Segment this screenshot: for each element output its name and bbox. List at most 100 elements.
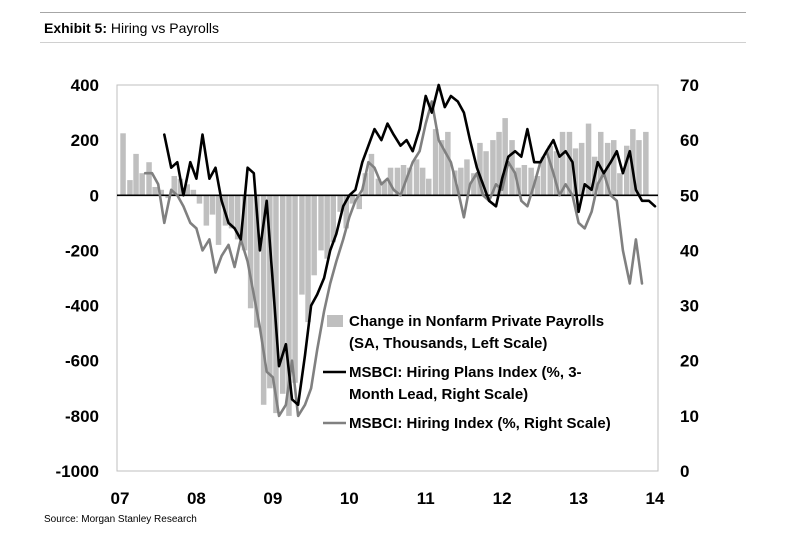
payroll-bar <box>387 167 394 196</box>
payroll-bar <box>471 173 477 196</box>
legend-payrolls: Change in Nonfarm Private Payrolls (SA, T… <box>327 313 604 352</box>
payroll-bar <box>234 195 241 240</box>
payroll-bar <box>228 195 235 229</box>
payroll-bar <box>559 131 566 196</box>
exhibit-label: Exhibit 5: <box>44 20 108 36</box>
payroll-bar <box>521 165 528 196</box>
payroll-bar <box>133 153 139 196</box>
x-axis-tick-label: 07 <box>111 489 130 508</box>
payroll-bar <box>203 195 210 226</box>
payroll-bar <box>419 167 426 196</box>
sub-rule <box>40 42 746 43</box>
legend-label: MSBCI: Hiring Plans Index (%, 3- <box>349 364 582 381</box>
right-axis-tick-label: 70 <box>680 76 699 95</box>
payroll-bar <box>578 142 585 196</box>
right-axis-tick-label: 50 <box>680 186 699 205</box>
payroll-bar <box>158 189 164 196</box>
payroll-bar <box>611 140 617 196</box>
legend-hiring-index: MSBCI: Hiring Index (%, Right Scale) <box>323 415 611 432</box>
x-axis-tick-label: 14 <box>646 489 665 508</box>
payroll-bar <box>215 195 222 245</box>
payroll-bar <box>598 131 604 196</box>
x-axis-tick-label: 12 <box>493 489 512 508</box>
payroll-bar <box>337 195 343 212</box>
left-axis-tick-label: 0 <box>90 186 99 205</box>
payroll-bar <box>120 133 126 196</box>
exhibit-title-text: Hiring vs Payrolls <box>110 20 220 36</box>
payroll-bar <box>490 140 496 196</box>
payroll-bar <box>305 195 311 323</box>
legend: Change in Nonfarm Private Payrolls (SA, T… <box>323 313 611 432</box>
payroll-bar <box>152 187 158 196</box>
payroll-bar <box>311 195 317 276</box>
payroll-bar <box>381 181 388 196</box>
payroll-bar <box>528 167 534 196</box>
hiring-index-line <box>143 100 644 418</box>
payroll-bar <box>406 167 413 196</box>
legend-label: Month Lead, Right Scale) <box>349 386 528 403</box>
payroll-bar <box>617 173 623 196</box>
right-axis-tick-label: 10 <box>680 407 699 426</box>
x-axis-tick-label: 11 <box>417 489 435 508</box>
payroll-bar <box>280 195 286 394</box>
payroll-bar <box>127 180 133 196</box>
payroll-bar <box>547 145 553 196</box>
left-axis-tick-label: -800 <box>65 407 99 426</box>
payroll-bar <box>146 162 152 196</box>
payroll-bar <box>458 167 464 196</box>
payroll-bar <box>356 195 362 210</box>
x-axis: 07 08 09 10 11 12 13 14 <box>111 489 665 508</box>
payroll-bar <box>534 176 541 196</box>
payroll-bar <box>426 178 432 196</box>
payroll-bar <box>247 195 254 309</box>
payroll-bar <box>177 178 184 196</box>
payroll-bar <box>445 131 451 196</box>
payroll-bar <box>368 153 375 196</box>
hiring-plans-line <box>163 83 657 407</box>
right-axis-tick-label: 0 <box>680 462 689 481</box>
series-lines <box>143 83 657 418</box>
payroll-bar <box>273 195 279 414</box>
payroll-bar <box>624 145 630 196</box>
payroll-bar <box>566 131 573 196</box>
left-axis-tick-label: 400 <box>71 76 99 95</box>
payroll-bar <box>585 123 592 196</box>
source-note: Source: Morgan Stanley Research <box>44 514 197 525</box>
payroll-bar <box>190 189 197 196</box>
payroll-bar <box>553 151 560 196</box>
payroll-bar <box>324 195 330 259</box>
payroll-bar <box>184 184 190 196</box>
payroll-bar <box>254 195 260 328</box>
x-axis-tick-label: 13 <box>569 489 588 508</box>
x-axis-tick-label: 08 <box>187 489 206 508</box>
left-axis-tick-label: 200 <box>71 131 99 150</box>
right-axis-tick-label: 20 <box>680 352 699 371</box>
payroll-bar <box>318 195 324 251</box>
payroll-bar <box>343 195 349 229</box>
payroll-bar <box>330 195 336 243</box>
plot-area-frame <box>116 84 659 472</box>
payroll-bar <box>483 151 489 196</box>
right-axis: 70 60 50 40 30 20 10 0 <box>680 76 699 481</box>
right-axis-tick-label: 30 <box>680 297 699 316</box>
top-rule <box>40 12 746 13</box>
payroll-bar <box>165 195 171 199</box>
payroll-bar <box>171 176 177 196</box>
payroll-bar <box>196 195 203 204</box>
legend-label: (SA, Thousands, Left Scale) <box>349 335 547 352</box>
payroll-bar <box>292 195 298 383</box>
x-axis-tick-label: 10 <box>340 489 359 508</box>
payroll-bar <box>209 195 216 215</box>
left-axis: 400 200 0 -200 -400 -600 -800 -1000 <box>56 76 99 481</box>
left-axis-tick-label: -1000 <box>56 462 99 481</box>
payroll-bar <box>286 195 292 416</box>
payroll-bar <box>299 195 305 295</box>
payroll-bar <box>540 156 547 196</box>
payroll-bar <box>439 140 445 196</box>
payroll-bar <box>572 148 579 196</box>
payroll-bar <box>400 165 407 196</box>
payroll-bar <box>502 118 508 196</box>
left-axis-tick-label: -600 <box>65 352 99 371</box>
payroll-bar <box>464 159 470 196</box>
